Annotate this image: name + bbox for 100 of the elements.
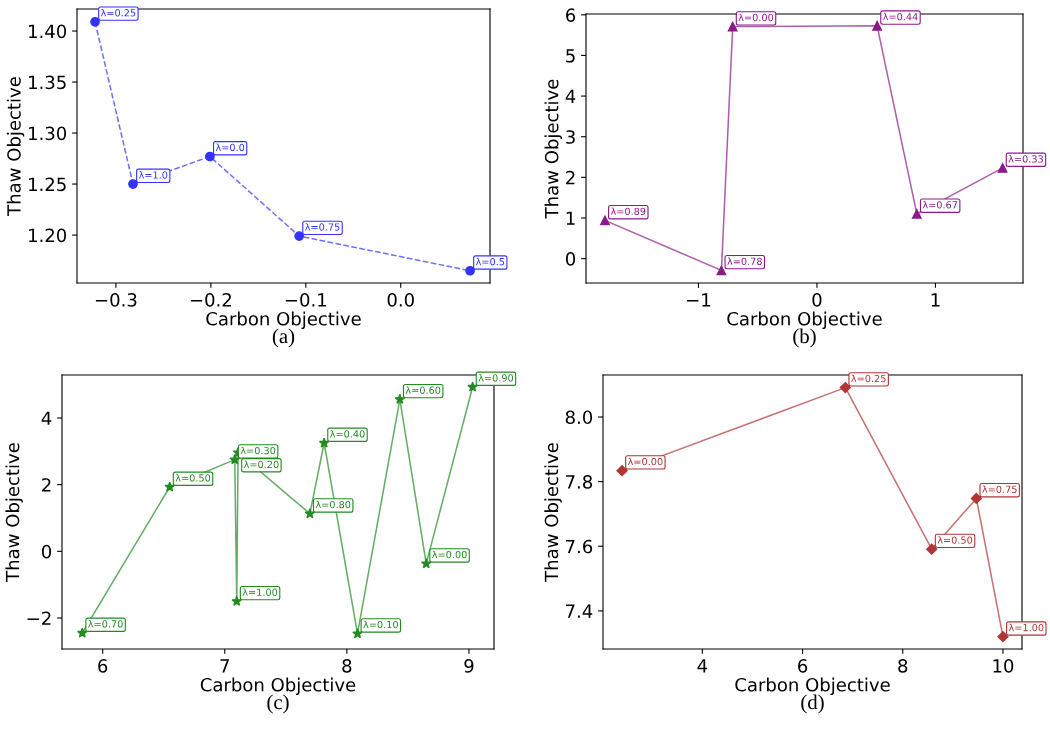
annotation: λ=0.5 xyxy=(475,257,505,266)
x-tick-label: −0.3 xyxy=(95,293,137,307)
point xyxy=(90,16,100,27)
x-tick-label: −0.2 xyxy=(190,293,231,307)
annotation: λ=0.50 xyxy=(175,474,211,482)
y-tick-label: 5 xyxy=(566,49,575,63)
point xyxy=(716,265,727,276)
annotation: λ=0.25 xyxy=(851,374,886,383)
annotation: λ=0.40 xyxy=(330,430,365,438)
point xyxy=(352,628,363,639)
point xyxy=(318,437,330,448)
y-tick-label: 2 xyxy=(42,478,51,492)
annotation: λ=0.44 xyxy=(882,12,918,21)
y-tick-label: 8.0 xyxy=(565,410,593,425)
y-tick-label: 4 xyxy=(41,411,52,425)
point xyxy=(164,481,176,492)
point xyxy=(229,454,241,465)
annotation: λ=1.0 xyxy=(138,171,168,179)
annotation: λ=0.00 xyxy=(738,13,774,22)
y-tick-label: 3 xyxy=(566,130,575,144)
y-tick-label: 7.4 xyxy=(566,604,593,618)
y-tick-label: 1 xyxy=(566,211,575,225)
annotation: λ=0.10 xyxy=(363,620,398,629)
x-axis-title: Carbon Objective xyxy=(727,311,882,330)
text: (a) xyxy=(272,328,295,348)
x-tick-label: 8 xyxy=(342,659,352,673)
point xyxy=(420,558,432,569)
point xyxy=(465,265,475,276)
annotation: λ=0.75 xyxy=(982,485,1017,494)
y-tick-label: −2 xyxy=(27,611,51,625)
y-tick-label: 1.30 xyxy=(29,126,67,141)
point xyxy=(727,21,738,32)
x-tick-label: 1 xyxy=(931,293,940,307)
y-tick-label: 1.40 xyxy=(29,24,67,39)
point xyxy=(616,465,628,477)
point xyxy=(76,627,88,638)
point xyxy=(394,393,406,404)
annotation: λ=0.60 xyxy=(405,386,441,394)
x-tick-label: −1 xyxy=(687,293,711,307)
annotation: λ=0.00 xyxy=(432,550,467,559)
annotation: λ=0.70 xyxy=(88,620,123,628)
point xyxy=(997,163,1008,173)
annotation: λ=0.50 xyxy=(937,536,973,544)
x-axis-title: Carbon Objective xyxy=(206,311,361,330)
annotation: λ=1.00 xyxy=(1008,623,1044,632)
x-axis-title: Carbon Objective xyxy=(735,677,890,696)
y-tick-label: 6 xyxy=(566,8,576,22)
point xyxy=(970,492,982,505)
y-tick-label: 4 xyxy=(565,89,576,103)
annotation: λ=0.90 xyxy=(478,374,514,382)
point xyxy=(467,381,478,392)
x-tick-label: 6 xyxy=(798,659,808,673)
x-tick-label: 8 xyxy=(898,659,908,673)
annotation: λ=0.30 xyxy=(240,446,276,455)
annotation: λ=0.00 xyxy=(627,457,663,466)
x-tick-label: 0 xyxy=(812,293,822,307)
y-tick-label: 0 xyxy=(41,544,52,559)
x-tick-label: 7 xyxy=(220,659,229,673)
annotation: λ=0.33 xyxy=(1008,155,1043,163)
point xyxy=(205,151,215,162)
point xyxy=(600,215,610,226)
annotation: λ=0.80 xyxy=(315,500,351,509)
annotation: λ=0.25 xyxy=(100,8,136,17)
x-tick-label: 9 xyxy=(464,659,474,673)
text: (b) xyxy=(793,328,816,348)
y-axis-title: Thaw Objective xyxy=(544,443,562,582)
annotation: λ=0.78 xyxy=(727,257,762,265)
x-tick-label: 6 xyxy=(98,659,108,673)
y-tick-label: 7.6 xyxy=(566,539,593,554)
annotation: λ=0.0 xyxy=(215,143,245,152)
y-tick-label: 0 xyxy=(565,252,576,266)
point xyxy=(294,231,305,241)
point xyxy=(128,179,138,189)
y-tick-label: 1.20 xyxy=(29,228,67,243)
text: (c) xyxy=(267,694,289,714)
point xyxy=(997,631,1009,643)
y-tick-label: 1.25 xyxy=(29,177,66,192)
y-tick-label: 2 xyxy=(566,170,575,185)
x-tick-label: −0.1 xyxy=(285,293,327,307)
annotation: λ=0.20 xyxy=(243,460,279,469)
point xyxy=(231,595,243,606)
x-tick-label: 0.0 xyxy=(387,293,414,307)
point xyxy=(839,381,851,394)
y-axis-title: Thaw Objective xyxy=(5,443,23,582)
y-tick-label: 7.8 xyxy=(566,475,593,489)
y-axis-title: Thaw Objective xyxy=(6,77,25,216)
x-tick-label: 10 xyxy=(993,659,1014,673)
annotation: λ=0.89 xyxy=(610,207,646,216)
annotation: λ=0.75 xyxy=(305,223,340,231)
x-axis-title: Carbon Objective xyxy=(200,677,356,696)
point xyxy=(872,20,882,31)
y-axis-title: Thaw Objective xyxy=(544,79,563,219)
point xyxy=(304,508,316,519)
point xyxy=(926,543,938,555)
annotation: λ=0.67 xyxy=(922,200,958,209)
y-tick-label: 1.35 xyxy=(29,75,66,90)
x-tick-label: 4 xyxy=(697,659,708,673)
text: (d) xyxy=(801,694,824,714)
point xyxy=(911,209,922,219)
annotation: λ=1.00 xyxy=(242,588,278,596)
